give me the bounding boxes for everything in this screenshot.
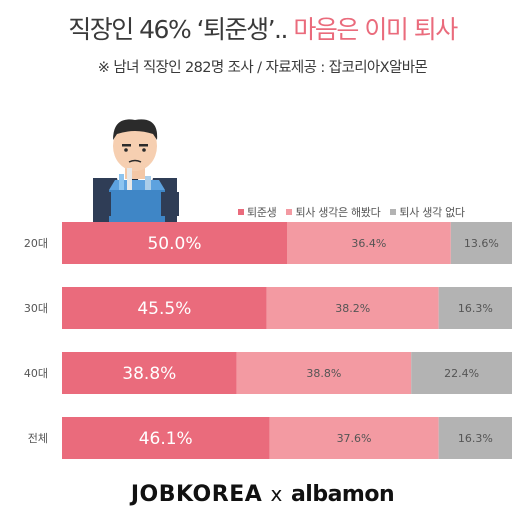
data-label: 16.3%: [458, 302, 493, 315]
bar-segment: [62, 417, 270, 459]
category-label: 40대: [24, 367, 48, 380]
data-label: 46.1%: [139, 429, 193, 449]
bar-segment: [450, 222, 512, 264]
data-label: 45.5%: [137, 299, 191, 319]
data-label: 38.8%: [122, 364, 176, 384]
bar-segment: [62, 352, 237, 394]
category-label: 30대: [24, 302, 48, 315]
office-worker-illustration: [93, 119, 179, 228]
legend-swatch-1: [238, 209, 244, 215]
legend-swatch-2: [286, 209, 293, 215]
legend-item-1: 퇴준생: [238, 204, 277, 220]
chart-title: 직장인 46% ‘퇴준생’.. 마음은 이미 퇴사: [0, 10, 525, 46]
data-label: 36.4%: [351, 237, 386, 250]
bar-segment: [411, 352, 512, 394]
data-label: 38.8%: [306, 367, 341, 380]
category-label: 20대: [24, 237, 48, 250]
albamon-logo: albamon: [290, 482, 395, 507]
chart-legend: 퇴준생 퇴사 생각은 해봤다 퇴사 생각 없다: [238, 204, 465, 220]
jobkorea-logo: JOBKOREA: [130, 482, 263, 507]
title-main: 직장인 46% ‘퇴준생’..: [68, 15, 288, 44]
data-label: 16.3%: [458, 432, 493, 445]
bar-segment: [62, 222, 287, 264]
legend-label-3: 퇴사 생각 없다: [399, 206, 465, 219]
data-label: 22.4%: [444, 367, 479, 380]
bar-segment: [236, 352, 412, 394]
chart-subtitle: ※ 남녀 직장인 282명 조사 / 자료제공 : 잡코리아X알바몬: [97, 60, 428, 76]
bar-segment: [438, 417, 512, 459]
bar-segment: [266, 287, 439, 329]
logo-separator: x: [270, 482, 283, 506]
bar-segment: [438, 287, 512, 329]
legend-swatch-3: [390, 209, 397, 215]
data-label: 37.6%: [337, 432, 372, 445]
data-label: 50.0%: [147, 234, 201, 254]
bar-segment: [287, 222, 451, 264]
data-label: 13.6%: [464, 237, 499, 250]
legend-item-3: 퇴사 생각 없다: [390, 204, 465, 220]
legend-item-2: 퇴사 생각은 해봤다: [286, 204, 381, 220]
title-accent: 마음은 이미 퇴사: [293, 15, 458, 44]
legend-label-1: 퇴준생: [247, 206, 277, 219]
bar-segment: [269, 417, 439, 459]
legend-label-2: 퇴사 생각은 해봤다: [295, 206, 381, 219]
category-label: 전체: [28, 432, 48, 445]
data-label: 38.2%: [335, 302, 370, 315]
footer-logos: JOBKOREA x albamon: [0, 482, 525, 507]
bar-segment: [62, 287, 267, 329]
